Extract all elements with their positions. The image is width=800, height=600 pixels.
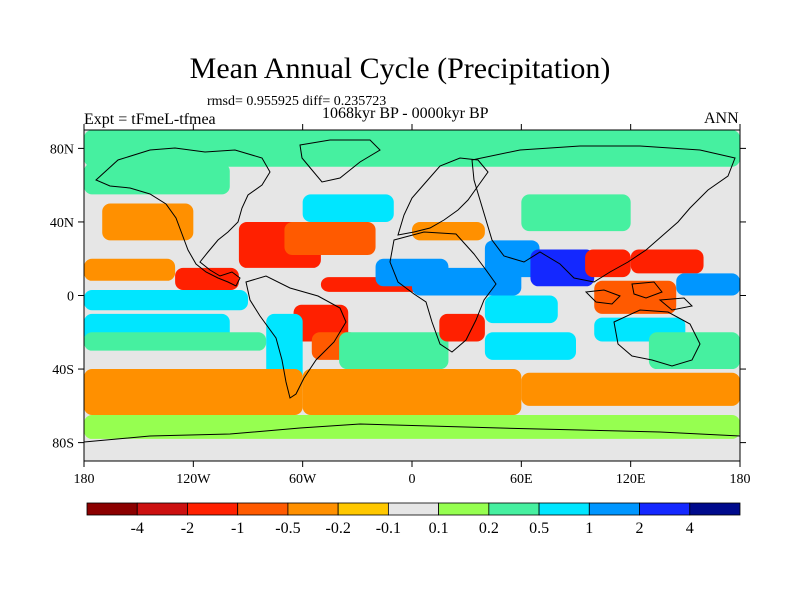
colorbar-swatch-9: [538, 502, 590, 516]
colorbar-swatch-0: [86, 502, 138, 516]
colorbar-swatch-7: [438, 502, 490, 516]
australia-coast: [613, 309, 701, 367]
colorbar-label-0: -4: [131, 520, 144, 537]
precip-region-17: [339, 332, 449, 370]
precip-region-0: [84, 130, 740, 167]
precip-region-24: [630, 249, 704, 274]
x-tick-label-4: 60E: [510, 472, 533, 487]
colorbar-swatch-12: [689, 502, 741, 516]
precip-region-19: [484, 295, 558, 324]
x-tick-label-3: 0: [409, 472, 416, 487]
precip-region-26: [676, 273, 740, 296]
colorbar-label-4: -0.2: [325, 520, 350, 537]
precip-region-33: [521, 372, 740, 406]
colorbar-swatch-5: [337, 502, 389, 516]
precip-region-4: [175, 267, 239, 290]
north-america-coast: [95, 147, 271, 287]
colorbar-swatch-4: [287, 502, 339, 516]
precip-region-28: [648, 332, 740, 370]
precip-region-31: [84, 369, 303, 416]
precip-region-25: [594, 280, 677, 314]
y-tick-label-0: 80N: [50, 142, 74, 157]
lat-axis: 80N 40N 0 40S 80S: [50, 142, 746, 452]
precip-region-29: [521, 194, 631, 232]
colorbar-label-2: -1: [231, 520, 244, 537]
colorbar-swatch-1: [136, 502, 188, 516]
precip-region-2: [102, 203, 194, 241]
precip-region-22: [530, 249, 595, 287]
coastlines: [84, 139, 740, 443]
season-label: ANN: [704, 110, 739, 127]
precip-region-18: [439, 313, 485, 342]
precip-region-1: [84, 163, 230, 195]
colorbar-swatch-6: [387, 502, 440, 516]
precip-region-9: [284, 221, 376, 256]
colorbar-label-5: -0.1: [376, 520, 401, 537]
precip-region-30: [412, 221, 485, 241]
precip-region-23: [585, 249, 631, 278]
period-label: 1068kyr BP - 0000kyr BP: [322, 105, 489, 122]
precip-region-5: [84, 289, 248, 311]
europe-coast: [397, 157, 489, 236]
south-america-coast: [245, 275, 347, 399]
precip-region-7: [84, 332, 267, 351]
x-tick-label-2: 60W: [289, 472, 317, 487]
colorbar-swatch-10: [588, 502, 640, 516]
colorbar-label-6: 0.1: [429, 520, 449, 537]
greenland-coast: [299, 139, 381, 183]
asia-coast: [471, 145, 736, 283]
x-tick-label-5: 120E: [616, 472, 646, 487]
colorbar-swatch-2: [187, 502, 239, 516]
x-tick-label-6: 180: [730, 472, 751, 487]
y-tick-label-3: 40S: [52, 363, 74, 378]
colorbar-label-10: 2: [636, 520, 644, 537]
colorbar-label-9: 1: [585, 520, 593, 537]
colorbar-swatch-3: [237, 502, 289, 516]
antarctica-coast: [84, 423, 740, 443]
precip-region-3: [84, 258, 176, 281]
precip-region-10: [302, 194, 394, 222]
colorbar-label-7: 0.2: [479, 520, 499, 537]
precip-region-20: [484, 332, 576, 360]
colorbar-label-8: 0.5: [529, 520, 549, 537]
colorbar-label-3: -0.5: [275, 520, 300, 537]
chart-title: Mean Annual Cycle (Precipitation): [189, 52, 611, 85]
lon-axis: 180 120W 60W 0 60E 120E 180: [74, 124, 751, 487]
precip-region-32: [302, 369, 522, 416]
x-tick-label-0: 180: [74, 472, 95, 487]
colorbar-label-11: 4: [686, 520, 694, 537]
colorbar-label-1: -2: [181, 520, 194, 537]
rmsd-diff-label: rmsd= 0.955925 diff= 0.235723: [207, 94, 387, 109]
y-tick-label-2: 0: [67, 290, 74, 305]
experiment-label: Expt = tFmeL-tfmea: [84, 111, 216, 128]
indonesia-coast: [584, 281, 694, 311]
colorbar-swatch-8: [488, 502, 540, 516]
africa-coast: [389, 231, 497, 353]
y-tick-label-4: 80S: [52, 437, 74, 452]
y-tick-label-1: 40N: [50, 216, 74, 231]
x-tick-label-1: 120W: [176, 472, 211, 487]
colorbar: -4 -2 -1 -0.5 -0.2 -0.1 0.1 0.2 0.5 1 2 4: [86, 502, 741, 537]
colorbar-swatch-11: [639, 502, 691, 516]
